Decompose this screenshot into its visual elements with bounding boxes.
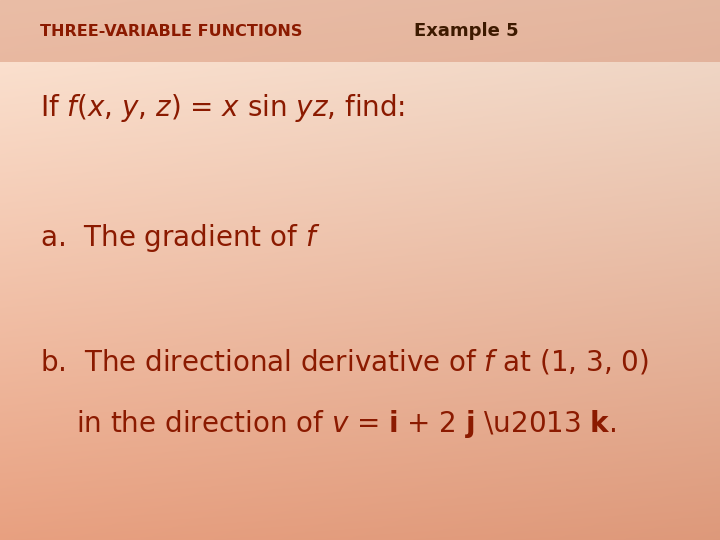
Text: THREE-VARIABLE FUNCTIONS: THREE-VARIABLE FUNCTIONS bbox=[40, 24, 302, 38]
Text: in the direction of $v$ = $\mathbf{i}$ + 2 $\mathbf{j}$ \u2013 $\mathbf{k}$.: in the direction of $v$ = $\mathbf{i}$ +… bbox=[76, 408, 616, 440]
Text: b.  The directional derivative of $\it{f}$ at (1, 3, 0): b. The directional derivative of $\it{f}… bbox=[40, 347, 648, 376]
Text: a.  The gradient of $\it{f}$: a. The gradient of $\it{f}$ bbox=[40, 221, 320, 254]
Text: Example 5: Example 5 bbox=[414, 22, 518, 40]
Text: If $\it{f}$($\it{x}$, $\it{y}$, $\it{z}$) = $\it{x}$ sin $\it{yz}$, find:: If $\it{f}$($\it{x}$, $\it{y}$, $\it{z}$… bbox=[40, 92, 405, 124]
Bar bbox=[0, 0, 720, 62]
